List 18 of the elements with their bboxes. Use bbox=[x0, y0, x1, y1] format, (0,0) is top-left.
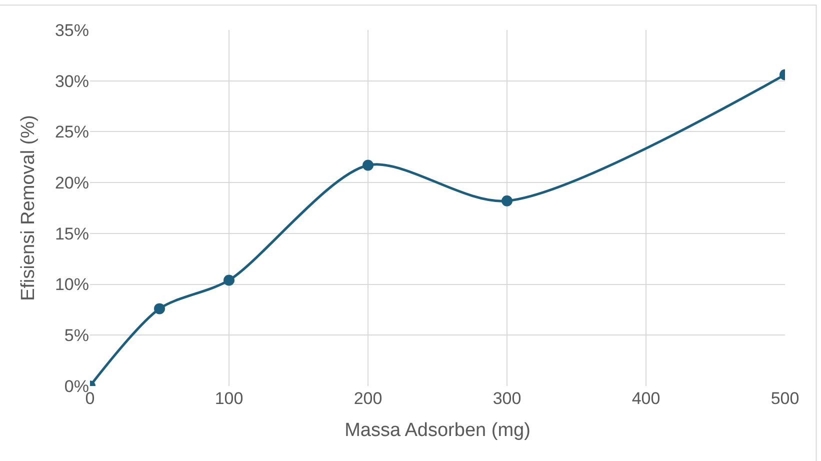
x-tick-label: 500 bbox=[770, 389, 800, 408]
y-tick-label: 5% bbox=[64, 326, 89, 346]
y-tick-label: 35% bbox=[54, 20, 89, 40]
y-tick-label: 15% bbox=[54, 224, 89, 244]
y-tick-label: 20% bbox=[54, 174, 89, 193]
y-tick-label: 30% bbox=[54, 72, 89, 91]
x-tick-label: 300 bbox=[492, 389, 522, 408]
x-tick-label: 400 bbox=[632, 389, 660, 408]
x-tick-label: 100 bbox=[214, 389, 244, 408]
point bbox=[154, 303, 165, 314]
x-axis-title: Massa Adsorben (mg) bbox=[344, 420, 530, 441]
x-tick-label: 200 bbox=[354, 389, 382, 408]
y-tick-label: 10% bbox=[54, 275, 89, 294]
point bbox=[362, 160, 374, 171]
y-tick-label: 25% bbox=[54, 122, 89, 142]
point bbox=[502, 195, 512, 206]
y-axis-title: Efisiensi Removal (%) bbox=[18, 115, 39, 301]
point bbox=[224, 274, 234, 286]
